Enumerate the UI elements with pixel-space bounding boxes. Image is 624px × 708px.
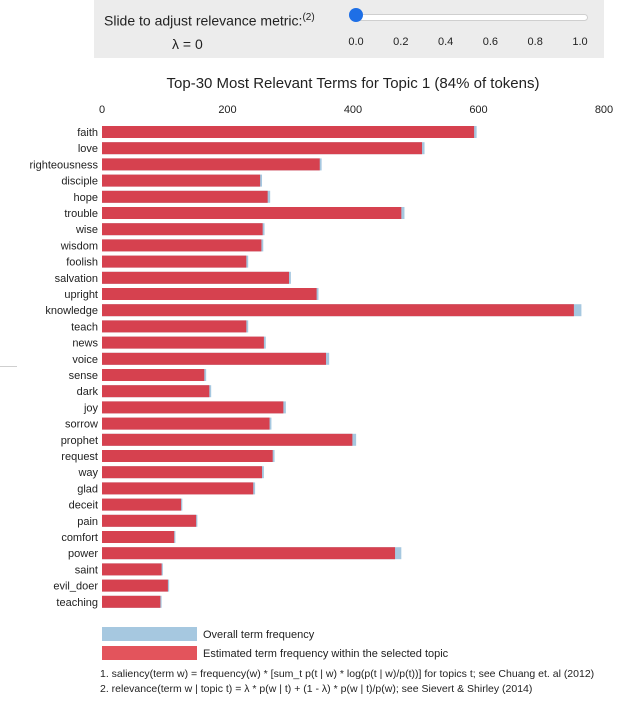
topic-frequency-bar [102, 595, 161, 608]
x-tick-label: 0 [99, 104, 105, 116]
term-label: news [72, 338, 98, 350]
slider-title-footnote-ref: (2) [302, 12, 315, 23]
term-label: upright [64, 289, 98, 301]
topic-frequency-bar [102, 450, 273, 462]
term-label: faith [77, 127, 98, 139]
relevant-terms-bar-chart: Top-30 Most Relevant Terms for Topic 1 (… [30, 75, 613, 660]
topic-frequency-bar [102, 174, 261, 187]
term-label: disciple [61, 176, 98, 188]
topic-frequency-bar [102, 498, 182, 511]
topic-frequency-bar [102, 579, 168, 592]
term-label: comfort [61, 532, 98, 544]
term-label: hope [74, 192, 98, 204]
term-label: evil_doer [53, 581, 98, 593]
chart-title: Top-30 Most Relevant Terms for Topic 1 (… [167, 75, 540, 92]
topic-frequency-bar [102, 304, 574, 317]
topic-frequency-bar [102, 563, 162, 576]
legend-label-estimated: Estimated term frequency within the sele… [203, 648, 449, 660]
term-label: prophet [61, 435, 98, 447]
slider-tick-label: 0.6 [482, 36, 499, 48]
topic-frequency-bar [102, 401, 284, 414]
term-label: pain [77, 516, 98, 528]
topic-frequency-bar [102, 142, 423, 155]
x-tick-label: 600 [469, 104, 487, 116]
topic-frequency-bar [102, 417, 270, 430]
topic-frequency-bar [102, 190, 268, 203]
relevance-slider-track[interactable] [356, 14, 588, 21]
topic-frequency-bar [102, 466, 263, 479]
relevance-slider-panel: Slide to adjust relevance metric:(2) λ =… [94, 0, 604, 58]
topic-frequency-bar [102, 531, 175, 543]
term-label: foolish [66, 257, 98, 269]
term-label: wisdom [60, 240, 98, 252]
term-label: glad [77, 483, 98, 495]
term-label: teach [71, 321, 98, 333]
topic-frequency-bar [102, 482, 254, 495]
topic-frequency-bar [102, 239, 262, 252]
term-label: salvation [55, 273, 98, 285]
topic-frequency-bar [102, 288, 317, 300]
slider-tick-label: 1.0 [572, 36, 588, 48]
topic-frequency-bar [102, 547, 396, 560]
topic-frequency-bar [102, 385, 210, 398]
footnote-saliency: 1. saliency(term w) = frequency(w) * [su… [100, 668, 595, 680]
term-label: righteousness [30, 159, 99, 171]
term-label: knowledge [45, 305, 98, 317]
topic-frequency-bar [102, 352, 327, 365]
slider-tick-label: 0.0 [348, 36, 364, 48]
slider-tick-label: 0.4 [437, 36, 454, 48]
topic-frequency-bar [102, 255, 247, 268]
divider-line [0, 366, 17, 367]
term-label: trouble [64, 208, 98, 220]
footnote-relevance: 2. relevance(term w | topic t) = λ * p(w… [100, 683, 533, 695]
topic-frequency-bar [102, 158, 320, 171]
slider-title: Slide to adjust relevance metric:(2) [104, 12, 315, 29]
legend-swatch-estimated [102, 646, 197, 660]
term-label: love [78, 143, 98, 155]
term-label: sorrow [65, 419, 98, 431]
topic-frequency-bar [102, 271, 289, 284]
topic-frequency-bar [102, 369, 205, 381]
term-label: way [77, 467, 98, 479]
term-label: wise [75, 224, 98, 236]
x-tick-label: 800 [595, 104, 613, 116]
lambda-value-readout: λ = 0 [172, 36, 203, 52]
term-label: dark [77, 386, 99, 398]
term-label: power [68, 548, 98, 560]
legend-label-overall: Overall term frequency [203, 629, 315, 641]
term-label: joy [83, 402, 99, 414]
slider-title-text: Slide to adjust relevance metric: [104, 12, 303, 29]
legend-swatch-overall [102, 627, 197, 641]
term-label: voice [72, 354, 98, 366]
x-tick-label: 200 [218, 104, 236, 116]
footnotes: 1. saliency(term w) = frequency(w) * [su… [100, 667, 594, 697]
topic-frequency-bar [102, 336, 264, 349]
relevance-slider-handle[interactable] [349, 8, 363, 22]
topic-frequency-bar [102, 514, 197, 527]
term-label: sense [69, 370, 98, 382]
term-label: teaching [56, 597, 98, 609]
term-label: saint [75, 564, 98, 576]
slider-tick-label: 0.8 [527, 36, 543, 48]
term-label: deceit [69, 500, 98, 512]
topic-frequency-bar [102, 223, 263, 236]
topic-frequency-bar [102, 126, 475, 138]
term-label: request [61, 451, 98, 463]
topic-frequency-bar [102, 433, 353, 446]
topic-frequency-bar [102, 320, 247, 333]
x-tick-label: 400 [344, 104, 362, 116]
topic-frequency-bar [102, 207, 402, 219]
slider-tick-label: 0.2 [393, 36, 409, 48]
